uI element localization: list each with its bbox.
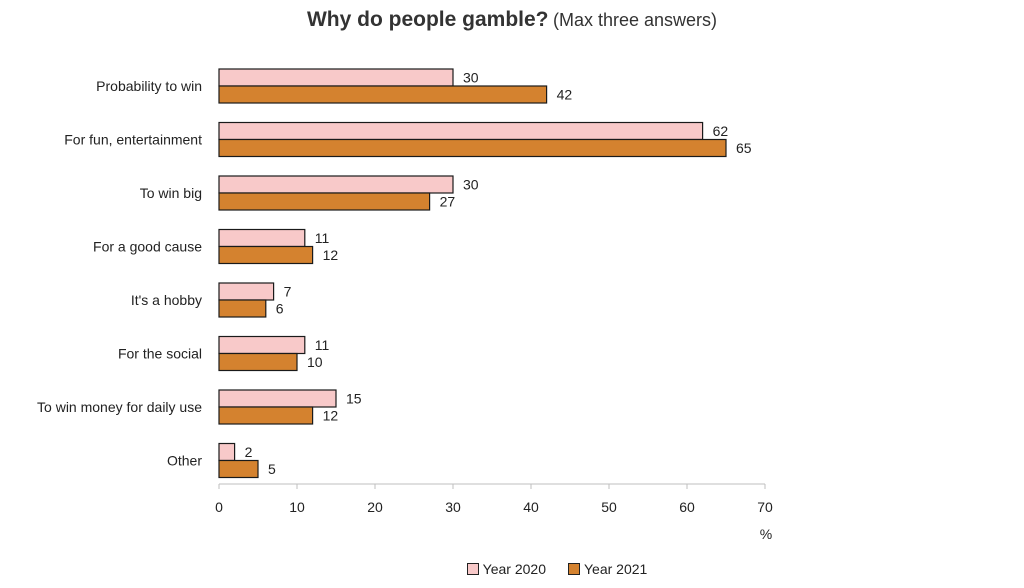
category-label: For fun, entertainment xyxy=(64,132,202,148)
data-label: 11 xyxy=(315,337,330,353)
data-label: 2 xyxy=(245,444,253,460)
data-label: 42 xyxy=(557,87,573,103)
data-label: 30 xyxy=(463,70,479,86)
legend-item-2020: Year 2020 xyxy=(466,561,546,577)
legend-label-2021: Year 2021 xyxy=(584,561,648,577)
bar-2020 xyxy=(218,121,704,141)
data-label: 12 xyxy=(323,408,339,424)
legend-item-2021: Year 2021 xyxy=(568,561,647,577)
x-tick-label: 40 xyxy=(523,499,539,515)
bar-2020 xyxy=(218,228,306,248)
bar-2021 xyxy=(218,245,314,265)
data-label: 27 xyxy=(440,194,456,210)
data-label: 10 xyxy=(307,354,323,370)
x-tick-label: 70 xyxy=(757,499,773,515)
x-tick-label: 30 xyxy=(445,499,461,515)
category-label: Other xyxy=(167,453,202,469)
bar-2021 xyxy=(218,406,314,425)
data-label: 30 xyxy=(463,177,479,193)
category-label: It's a hobby xyxy=(131,292,202,308)
bar-2020 xyxy=(218,389,337,408)
data-label: 7 xyxy=(284,284,292,300)
x-tick-label: 0 xyxy=(215,499,223,515)
x-tick-label: 20 xyxy=(367,499,383,515)
bar-2021 xyxy=(218,85,548,104)
data-label: 5 xyxy=(268,461,276,477)
category-label: To win money for daily use xyxy=(37,399,202,415)
x-tick-label: 50 xyxy=(601,499,617,515)
bar-2020 xyxy=(218,282,275,301)
chart-title: Why do people gamble? xyxy=(306,8,549,31)
category-label: To win big xyxy=(140,185,202,201)
bar-2020 xyxy=(218,442,236,462)
legend-swatch-2020 xyxy=(466,563,479,575)
bar-2021 xyxy=(218,192,431,211)
data-label: 15 xyxy=(346,391,362,407)
bar-2020 xyxy=(218,175,454,194)
category-label: For a good cause xyxy=(93,239,202,255)
legend-swatch-2021 xyxy=(568,563,580,575)
legend: Year 2020 Year 2021 xyxy=(0,561,1024,577)
data-label: 62 xyxy=(713,123,729,139)
chart-subtitle: (Max three answers) xyxy=(552,10,718,30)
chart-title-block: Why do people gamble? (Max three answers… xyxy=(0,8,1024,32)
data-label: 6 xyxy=(276,301,284,317)
legend-label-2020: Year 2020 xyxy=(482,561,546,577)
bar-2021 xyxy=(218,299,267,318)
x-tick-label: 60 xyxy=(679,499,695,515)
bar-2020 xyxy=(218,335,306,355)
x-axis-label: % xyxy=(760,526,772,542)
x-tick-label: 10 xyxy=(289,499,305,515)
bar-2021 xyxy=(218,138,727,158)
bar-2021 xyxy=(218,352,298,372)
data-label: 12 xyxy=(323,247,339,263)
category-label: Probability to win xyxy=(96,78,202,94)
category-label: For the social xyxy=(118,346,202,362)
data-label: 11 xyxy=(315,230,330,246)
data-label: 65 xyxy=(736,140,752,156)
bar-2020 xyxy=(218,68,454,87)
bar-2021 xyxy=(218,459,259,479)
